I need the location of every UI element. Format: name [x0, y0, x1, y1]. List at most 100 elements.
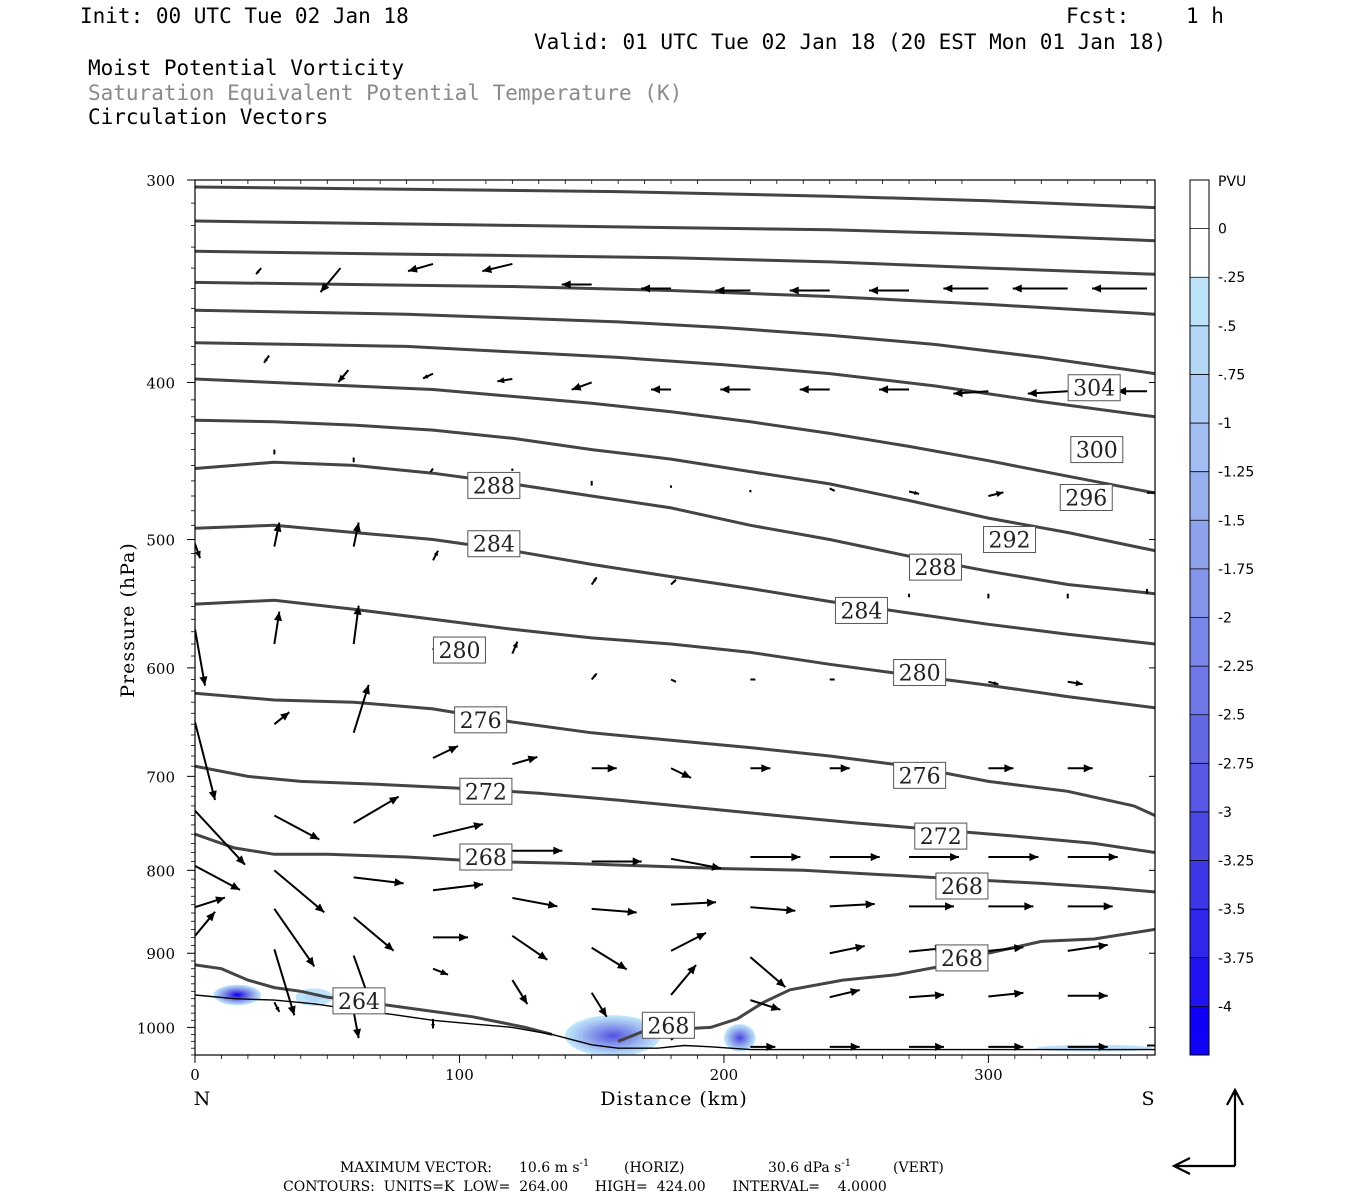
circulation-vector: [433, 933, 469, 942]
contour-label-268: 268: [641, 1011, 695, 1039]
colorbar-label: -2: [1218, 611, 1232, 627]
circulation-vector: [1147, 1044, 1155, 1047]
terrain-line: [195, 994, 1155, 1051]
circulation-vector: [670, 857, 722, 871]
field-title-mpv: Moist Potential Vorticity: [88, 56, 405, 80]
circulation-vector: [273, 1001, 281, 1013]
circulation-vector: [1067, 852, 1118, 862]
colorbar-swatch: [1190, 568, 1209, 618]
colorbar-swatch: [1190, 374, 1209, 424]
circulation-vector: [670, 898, 717, 907]
circulation-vector: [432, 822, 484, 838]
colorbar-swatch: [1190, 423, 1209, 472]
contour-label-text: 268: [941, 875, 983, 900]
circulation-vector: [829, 852, 880, 862]
circulation-vector: [909, 852, 960, 862]
y-tick-label: 500: [146, 532, 175, 550]
circulation-vector: [988, 490, 1004, 498]
colorbar-label: -3.75: [1218, 951, 1254, 967]
circulation-vector: [953, 388, 989, 398]
colorbar-label: -3: [1218, 805, 1232, 821]
mpv-shade-4-1: [1035, 1044, 1153, 1052]
colorbar-swatch: [1190, 277, 1209, 326]
circulation-vector: [195, 629, 208, 686]
circulation-vector: [750, 999, 781, 1011]
circulation-vector: [908, 593, 911, 598]
circulation-vector: [512, 896, 558, 909]
circulation-vector: [988, 680, 999, 686]
mpv-shade-3-12: [738, 1036, 742, 1040]
circulation-vector: [869, 286, 910, 295]
circulation-vector: [750, 852, 801, 862]
colorbar-label: -1: [1218, 416, 1232, 432]
init-time: Init: 00 UTC Tue 02 Jan 18: [80, 4, 409, 28]
theta-es-contour-280: [195, 598, 1155, 710]
circulation-vector: [988, 989, 1024, 998]
contour-label-268: 268: [935, 872, 989, 900]
theta-es-contour-272: [195, 764, 1155, 854]
contour-labels: 264 268 268 268 268 272 272 276 276 280 280 284 284 2…: [332, 374, 1124, 1039]
circulation-vector: [829, 1042, 860, 1051]
circulation-vector: [1067, 942, 1108, 952]
contour-label-276: 276: [893, 761, 947, 789]
circulation-vector: [750, 678, 756, 681]
circulation-vector: [512, 846, 563, 855]
circulation-vector: [422, 372, 434, 380]
contour-label-292: 292: [983, 526, 1037, 554]
circulation-vector: [750, 1042, 776, 1051]
contour-label-264: 264: [332, 987, 386, 1015]
circulation-vector: [1117, 387, 1148, 396]
colorbar-swatch: [1190, 666, 1209, 715]
contour-label-text: 288: [914, 556, 956, 581]
pvu-colorbar: 0 -.25 -.5 -.75 -1 -1.25 -1.5 -1.75 -2 -2.25 -2.5 -…: [1189, 179, 1254, 1056]
contour-label-284: 284: [467, 530, 521, 558]
theta-es-contour-308: [195, 280, 1155, 316]
contour-label-text: 284: [840, 599, 882, 624]
circulation-vector: [571, 381, 593, 391]
circulation-vector: [273, 869, 325, 914]
colorbar-label: -2.25: [1218, 659, 1254, 675]
contour-label-text: 276: [460, 709, 502, 734]
theta-es-contour-304: [195, 308, 1155, 376]
y-tick-label: 400: [146, 374, 175, 392]
circulation-vector: [432, 967, 449, 976]
circulation-vector: [670, 678, 677, 683]
circulation-vector: [789, 286, 830, 295]
circulation-vector: [829, 943, 865, 955]
circulation-vector: [651, 385, 672, 394]
theta-es-contour-292: [195, 418, 1155, 553]
circulation-vector: [750, 906, 796, 915]
y-axis-label: Pressure (hPa): [117, 542, 139, 698]
circulation-vector: [1067, 680, 1083, 687]
colorbar-label: -3.25: [1218, 854, 1254, 870]
contour-label-text: 300: [1076, 439, 1118, 464]
circulation-vector: [353, 876, 404, 887]
circulation-vector: [511, 934, 548, 961]
circulation-vector: [431, 1018, 435, 1029]
circulation-vector: [908, 991, 945, 1000]
circulation-vector: [432, 745, 459, 759]
colorbar-label: -2.5: [1218, 708, 1245, 724]
circulation-vector: [273, 908, 316, 968]
circulation-vector: [988, 902, 1034, 911]
circulation-vector: [273, 611, 282, 645]
circulation-vector: [909, 1042, 945, 1051]
y-tick-label: 1000: [137, 1019, 175, 1037]
max-vector-horiz-value: 10.6 m s-1: [519, 1158, 589, 1176]
contour-label-280: 280: [893, 659, 947, 687]
circulation-vector: [482, 262, 513, 273]
circulation-vector: [670, 767, 692, 779]
x-axis-label: Distance (km): [600, 1088, 748, 1110]
theta-es-contour-288: [195, 460, 1155, 596]
colorbar-swatch: [1190, 763, 1209, 812]
theta-es-contour-264: [195, 963, 553, 1036]
field-title-vectors: Circulation Vectors: [88, 105, 329, 129]
theta-es-contour-312: [195, 249, 1155, 276]
contour-label-text: 272: [920, 825, 962, 850]
theta-es-contour-320: [195, 185, 1155, 210]
valid-time: Valid: 01 UTC Tue 02 Jan 18 (20 EST Mon …: [534, 30, 1167, 54]
circulation-vector: [1146, 491, 1155, 494]
circulation-vector: [670, 931, 707, 952]
circulation-vector: [352, 457, 355, 463]
circulation-vector: [352, 605, 362, 645]
